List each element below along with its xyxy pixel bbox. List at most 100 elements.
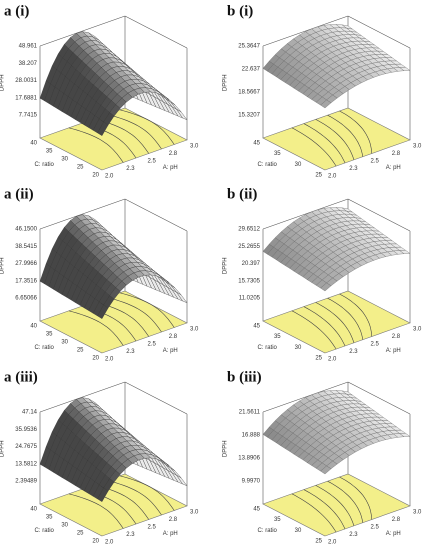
surface-cell (320, 99, 332, 109)
contour (315, 485, 355, 526)
panel: a (iii) 47.14 35.9536 24.7675 13.5812 2.39489… (0, 369, 199, 545)
surface-cell (97, 487, 109, 502)
z-tick-label: 17.6881 (15, 95, 37, 101)
floor (39, 473, 188, 537)
z-tick-label: 48.961 (19, 44, 38, 50)
x-tick-label: 2.8 (169, 151, 178, 157)
x-axis-title: A: pH (386, 531, 401, 537)
panel: b (ii) 29.6512 25.2655 20.397 15.7305 11.0205… (223, 186, 422, 362)
x-tick-label: 2.5 (371, 342, 380, 348)
z-tick-label: 13.8906 (238, 456, 260, 462)
x-tick-label: 3.0 (190, 510, 199, 516)
panel-label: a (i) (4, 3, 29, 19)
box-edge (39, 381, 126, 413)
z-tick-label: 27.9966 (15, 261, 37, 267)
x-tick-label: 3.0 (190, 144, 199, 150)
contour (315, 119, 355, 160)
x-tick-label: 3.0 (190, 327, 199, 333)
x-tick-label: 2.8 (392, 517, 401, 523)
y-tick-label: 30 (295, 345, 302, 351)
z-tick-label: 46.1500 (15, 227, 37, 233)
contour (327, 480, 364, 523)
z-tick-label: 47.14 (22, 410, 38, 416)
z-axis-title: DPPH (0, 440, 6, 457)
y-tick-label: 25 (315, 173, 322, 179)
panel: a (ii) 46.1500 38.5415 27.9966 17.3516 6.6506… (0, 186, 199, 362)
z-tick-label: 2.39489 (15, 479, 37, 485)
z-tick-label: 20.397 (242, 261, 261, 267)
panel-label: a (iii) (4, 369, 38, 385)
box-edge (39, 198, 126, 230)
contour (303, 123, 346, 164)
contour (119, 475, 175, 511)
z-tick-label: 7.7415 (19, 113, 38, 119)
z-tick-label: 21.5611 (239, 410, 261, 416)
z-axis-title: DPPH (0, 257, 6, 274)
y-tick-label: 20 (92, 356, 99, 362)
z-tick-label: 29.6512 (238, 227, 260, 233)
y-axis-title: C: ratio (35, 345, 55, 351)
surface-cell (97, 304, 109, 319)
contour (303, 306, 346, 347)
x-tick-label: 2.3 (126, 349, 135, 355)
z-tick-label: 9.9970 (242, 479, 261, 485)
y-tick-label: 30 (61, 523, 68, 529)
x-tick-label: 3.0 (413, 510, 422, 516)
x-tick-label: 2.0 (328, 540, 337, 546)
x-axis-title: A: pH (163, 165, 178, 171)
contour (339, 476, 373, 520)
panel-label: b (iii) (227, 369, 262, 385)
x-axis-title: A: pH (386, 348, 401, 354)
z-tick-label: 13.5812 (15, 461, 37, 467)
y-tick-label: 35 (274, 334, 281, 340)
z-tick-label: 17.3516 (15, 278, 37, 284)
y-tick-label: 25 (77, 348, 84, 354)
y-axis-title: C: ratio (258, 345, 278, 351)
floor (262, 107, 411, 171)
contour (107, 297, 162, 333)
floor (262, 473, 411, 537)
panel: b (iii) 21.5611 16.888 13.8906 9.9970 DPPH 2.0… (223, 369, 422, 545)
box-edge (124, 381, 188, 415)
box-edge (262, 198, 349, 230)
contour (327, 297, 364, 340)
contour (303, 489, 346, 530)
contour (327, 114, 364, 157)
surface-cell (320, 282, 332, 292)
x-tick-label: 2.3 (126, 166, 135, 172)
box-edge (347, 381, 411, 415)
box-edge (124, 15, 188, 49)
floor (39, 107, 188, 171)
z-tick-label: 22.637 (242, 67, 261, 73)
y-tick-label: 25 (77, 531, 84, 537)
y-axis-title: C: ratio (35, 528, 55, 534)
z-axis-title: DPPH (223, 257, 229, 274)
y-tick-label: 20 (92, 539, 99, 545)
contour (107, 480, 162, 516)
z-tick-label: 15.7305 (238, 278, 260, 284)
y-tick-label: 25 (77, 165, 84, 171)
x-tick-label: 2.0 (328, 174, 337, 180)
box-edge (347, 15, 411, 49)
surface-cell (97, 121, 109, 136)
z-tick-label: 15.3207 (238, 113, 260, 119)
y-tick-label: 35 (46, 515, 53, 521)
x-tick-label: 3.0 (413, 327, 422, 333)
x-tick-label: 2.5 (148, 342, 157, 348)
x-axis-title: A: pH (163, 531, 178, 537)
panel: a (i) 48.961 38.207 28.0031 17.6881 7.7415 DPP… (0, 3, 199, 179)
floor (262, 290, 411, 354)
contour (291, 310, 337, 350)
x-tick-label: 2.5 (371, 159, 380, 165)
y-tick-label: 25 (315, 539, 322, 545)
y-axis-title: C: ratio (258, 162, 278, 168)
panel-label: a (ii) (4, 186, 34, 202)
panel: b (i) 25.3647 22.637 18.5667 15.3207 DPPH 2.0 2… (223, 3, 422, 179)
x-tick-label: 2.5 (371, 525, 380, 531)
contour (119, 292, 175, 328)
x-tick-label: 2.8 (169, 517, 178, 523)
x-tick-label: 2.5 (148, 525, 157, 531)
y-tick-label: 25 (315, 356, 322, 362)
y-tick-label: 30 (61, 340, 68, 346)
panel-label: b (i) (227, 3, 253, 19)
